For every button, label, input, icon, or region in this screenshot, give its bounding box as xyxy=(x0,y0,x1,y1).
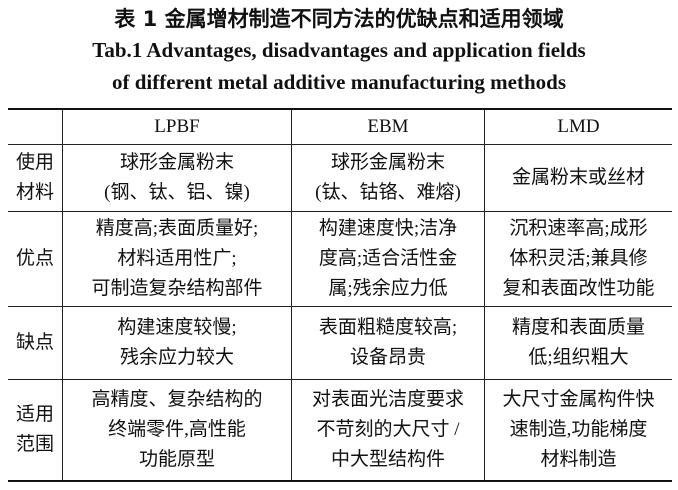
cell-line: 度高;适合活性金 xyxy=(318,247,458,269)
header-cell: LPBF xyxy=(62,108,292,144)
cell-line: 属;残余应力低 xyxy=(328,277,448,299)
cell: 金属粉末或丝材 xyxy=(484,143,672,211)
row-label: 使用 材料 xyxy=(8,143,63,211)
row-label-line: 范围 xyxy=(15,433,54,455)
cell-line: 精度高;表面质量好; xyxy=(95,217,259,239)
cell-line: 残余应力较大 xyxy=(119,346,234,368)
row: 优点 精度高;表面质量好; 材料适用性广; 可制造复杂结构部件 构建速度快;洁净 度高;适… xyxy=(8,210,672,306)
cell-line: 速制造,功能梯度 xyxy=(509,418,648,440)
cell-line: 构建速度较慢; xyxy=(117,316,237,338)
cell: 沉积速率高;成形 体积灵活;兼具修 复和表面改性功能 xyxy=(484,210,672,306)
row-label: 优点 xyxy=(8,210,63,306)
cell-line: 复和表面改性功能 xyxy=(502,277,655,299)
title-en: of different metal additive manufacturin… xyxy=(112,70,566,94)
title-zh: 表 1 金属增材制造不同方法的优缺点和适用领域 xyxy=(114,7,564,31)
cell: 表面粗糙度较高; 设备昂贵 xyxy=(291,305,485,379)
cell-line: (钢、钛、铝、镍) xyxy=(104,181,250,203)
row: 缺点 构建速度较慢; 残余应力较大 表面粗糙度较高; 设备昂贵 精度和表面质量 低;组织粗大 xyxy=(8,305,672,379)
cell-line: 沉积速率高;成形 xyxy=(509,217,648,239)
cell-line: 高精度、复杂结构的 xyxy=(91,388,263,410)
row: 使用材料 球形金属粉末 (钢、钛、铝、镍) 球形金属粉末 (钛、钴铬、难熔) 金属粉末或丝… xyxy=(8,143,672,211)
row-label-line: 材料 xyxy=(15,181,54,203)
row: 适用 范围 高精度、复杂结构的 终端零件,高性能 功能原型 对表面光洁度要求 不苛刻的大尺寸… xyxy=(8,378,672,482)
row-label-line: 适用 xyxy=(15,403,54,425)
cell-line: 对表面光洁度要求 xyxy=(311,388,464,410)
cell: 球形金属粉末 (钛、钴铬、难熔) xyxy=(291,143,485,211)
header-cell: LMD xyxy=(484,108,672,144)
header-row: LPBF EBM LMD xyxy=(8,108,672,144)
cell-line: 材料适用性广; xyxy=(117,247,237,269)
row-label-line: 优点 xyxy=(15,247,54,269)
cell-line: 大尺寸金属构件快 xyxy=(502,388,655,410)
cell: 构建速度快;洁净 度高;适合活性金 属;残余应力低 xyxy=(291,210,485,306)
cell-line: 构建速度快;洁净 xyxy=(318,217,458,239)
row-label: 适用 范围 xyxy=(8,378,63,482)
cell-line: 设备昂贵 xyxy=(349,346,426,368)
cell: 高精度、复杂结构的 终端零件,高性能 功能原型 xyxy=(62,378,292,482)
cell-line: 不苛刻的大尺寸 / xyxy=(316,418,460,440)
cell-line: 终端零件,高性能 xyxy=(108,418,246,440)
cell-line: 功能原型 xyxy=(138,448,215,470)
cell: 构建速度较慢; 残余应力较大 xyxy=(62,305,292,379)
cell: 精度和表面质量 低;组织粗大 xyxy=(484,305,672,379)
cell-line: 可制造复杂结构部件 xyxy=(91,277,263,299)
row-label-line: 缺点 xyxy=(15,331,54,353)
cell-line: 精度和表面质量 xyxy=(511,316,645,338)
cell-line: 球形金属粉末 xyxy=(330,151,445,173)
cell-line: 中大型结构件 xyxy=(330,448,445,470)
cell: 球形金属粉末 (钢、钛、铝、镍) xyxy=(62,143,292,211)
table: LPBF EBM LMD 使用 材料 球形金属粉末 (钢、钛、铝、镍) 球形金属粉末 (钛、钴铬… xyxy=(8,108,672,482)
cell: 对表面光洁度要求 不苛刻的大尺寸 / 中大型结构件 xyxy=(291,378,485,482)
cell-line: (钛、钴铬、难熔) xyxy=(315,181,461,203)
cell-line: 表面粗糙度较高; xyxy=(318,316,458,338)
cell-line: 球形金属粉末 xyxy=(119,151,234,173)
row-label-line: 使用 xyxy=(15,151,54,173)
cell-line: 金属粉末或丝材 xyxy=(511,166,645,188)
cell-line: 体积灵活;兼具修 xyxy=(509,247,648,269)
cell-line: 材料制造 xyxy=(540,448,617,470)
cell-line: 低;组织粗大 xyxy=(528,346,629,368)
title-en: Tab.1 Advantages, disadvantages and appl… xyxy=(92,38,586,62)
cell: 大尺寸金属构件快 速制造,功能梯度 材料制造 xyxy=(484,378,672,482)
header-cell: EBM xyxy=(291,108,485,144)
cell: 精度高;表面质量好; 材料适用性广; 可制造复杂结构部件 xyxy=(62,210,292,306)
corner-cell xyxy=(8,108,63,144)
row-label: 缺点 xyxy=(8,305,63,379)
